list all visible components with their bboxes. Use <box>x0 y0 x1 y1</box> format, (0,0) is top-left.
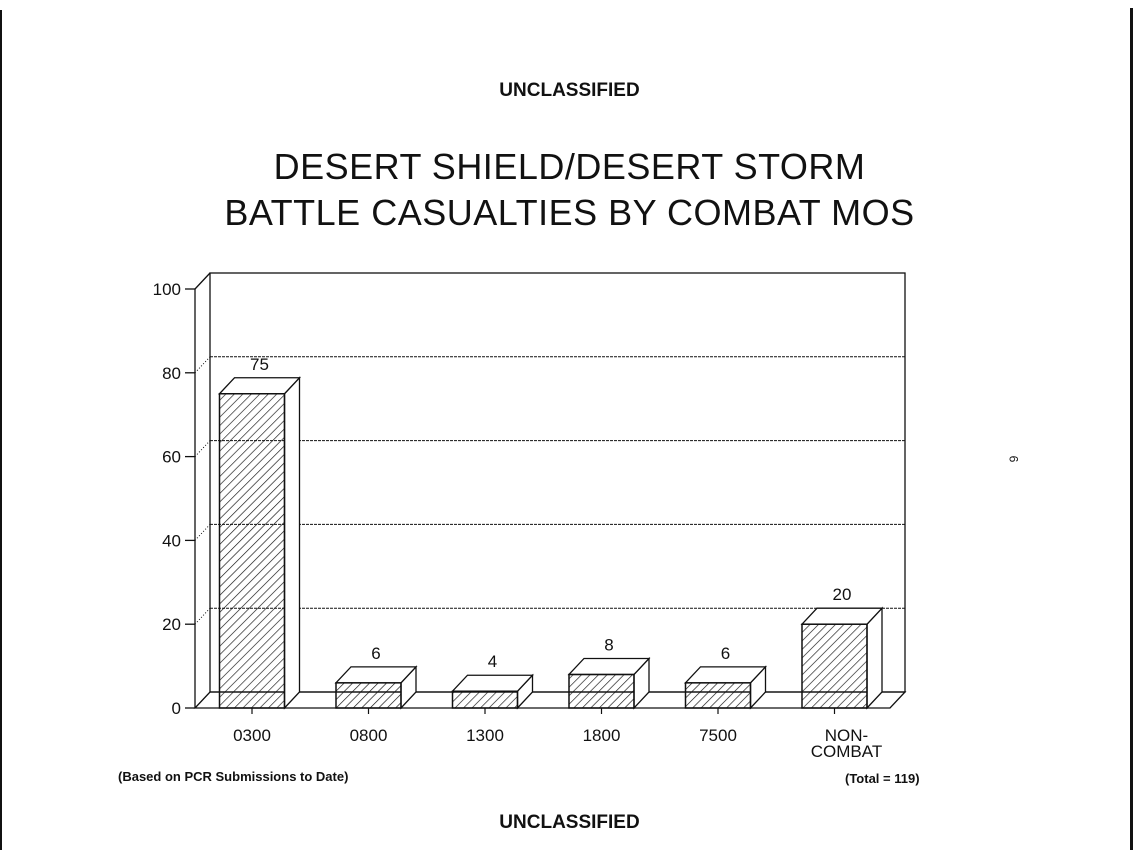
bar-0800 <box>334 665 418 710</box>
data-label: 20 <box>833 585 852 604</box>
bar-top <box>450 674 535 692</box>
data-label: 6 <box>721 644 730 663</box>
bar-1300 <box>450 673 535 710</box>
x-tick-label: NON- <box>825 726 868 745</box>
bar-NON-COMBAT <box>800 606 884 710</box>
axis-top-edge <box>194 272 211 290</box>
bar-front <box>684 682 752 709</box>
bar-front <box>568 673 635 709</box>
grid-depth-line <box>194 356 211 374</box>
bar-front <box>335 682 402 709</box>
bar-side <box>866 606 883 710</box>
grid-depth-line <box>194 607 211 625</box>
footer-classification: UNCLASSIFIED <box>499 812 640 833</box>
source-note: (Based on PCR Submissions to Date) <box>118 769 349 784</box>
y-tick-label: 20 <box>162 615 181 634</box>
bar-1800 <box>567 656 651 710</box>
y-tick-label: 60 <box>162 448 181 467</box>
title-line-1: DESERT SHIELD/DESERT STORM <box>273 146 866 187</box>
x-tick-label: 1800 <box>583 726 621 745</box>
bar-front <box>801 623 868 709</box>
y-tick-label: 80 <box>162 364 181 383</box>
data-label: 8 <box>604 635 613 654</box>
bar-top <box>800 607 884 625</box>
data-label: 6 <box>371 644 380 663</box>
bar-side <box>283 376 301 710</box>
grid-depth-line <box>194 524 211 541</box>
bar-top <box>217 377 302 395</box>
x-tick-label: 0300 <box>233 726 271 745</box>
data-label: 75 <box>250 355 269 374</box>
grid-depth-line <box>194 440 211 457</box>
y-tick-label: 0 <box>172 699 181 718</box>
y-tick-label: 100 <box>153 280 181 299</box>
bar-front <box>451 690 519 709</box>
page-edge-left <box>0 10 2 850</box>
margin-mark: 6 <box>1006 455 1021 463</box>
page-edge-right <box>1130 8 1133 850</box>
x-tick-label: COMBAT <box>811 742 882 761</box>
data-label: 4 <box>488 652 497 671</box>
bar-7500 <box>683 665 768 710</box>
total-note: (Total = 119) <box>845 771 920 786</box>
title-line-2: BATTLE CASUALTIES BY COMBAT MOS <box>224 192 915 233</box>
back-wall <box>209 272 906 693</box>
bar-0300 <box>217 376 302 710</box>
bar-front <box>218 393 286 709</box>
x-tick-label: 1300 <box>466 726 504 745</box>
header-classification: UNCLASSIFIED <box>499 80 640 101</box>
floor <box>193 691 907 709</box>
x-tick-label: 0800 <box>350 726 388 745</box>
y-tick-label: 40 <box>162 531 181 550</box>
bar-top <box>334 666 418 684</box>
chart-title: DESERT SHIELD/DESERT STORM BATTLE CASUAL… <box>0 144 1139 236</box>
bar-top <box>567 657 651 676</box>
bar-top <box>683 666 768 684</box>
x-tick-label: 7500 <box>699 726 737 745</box>
